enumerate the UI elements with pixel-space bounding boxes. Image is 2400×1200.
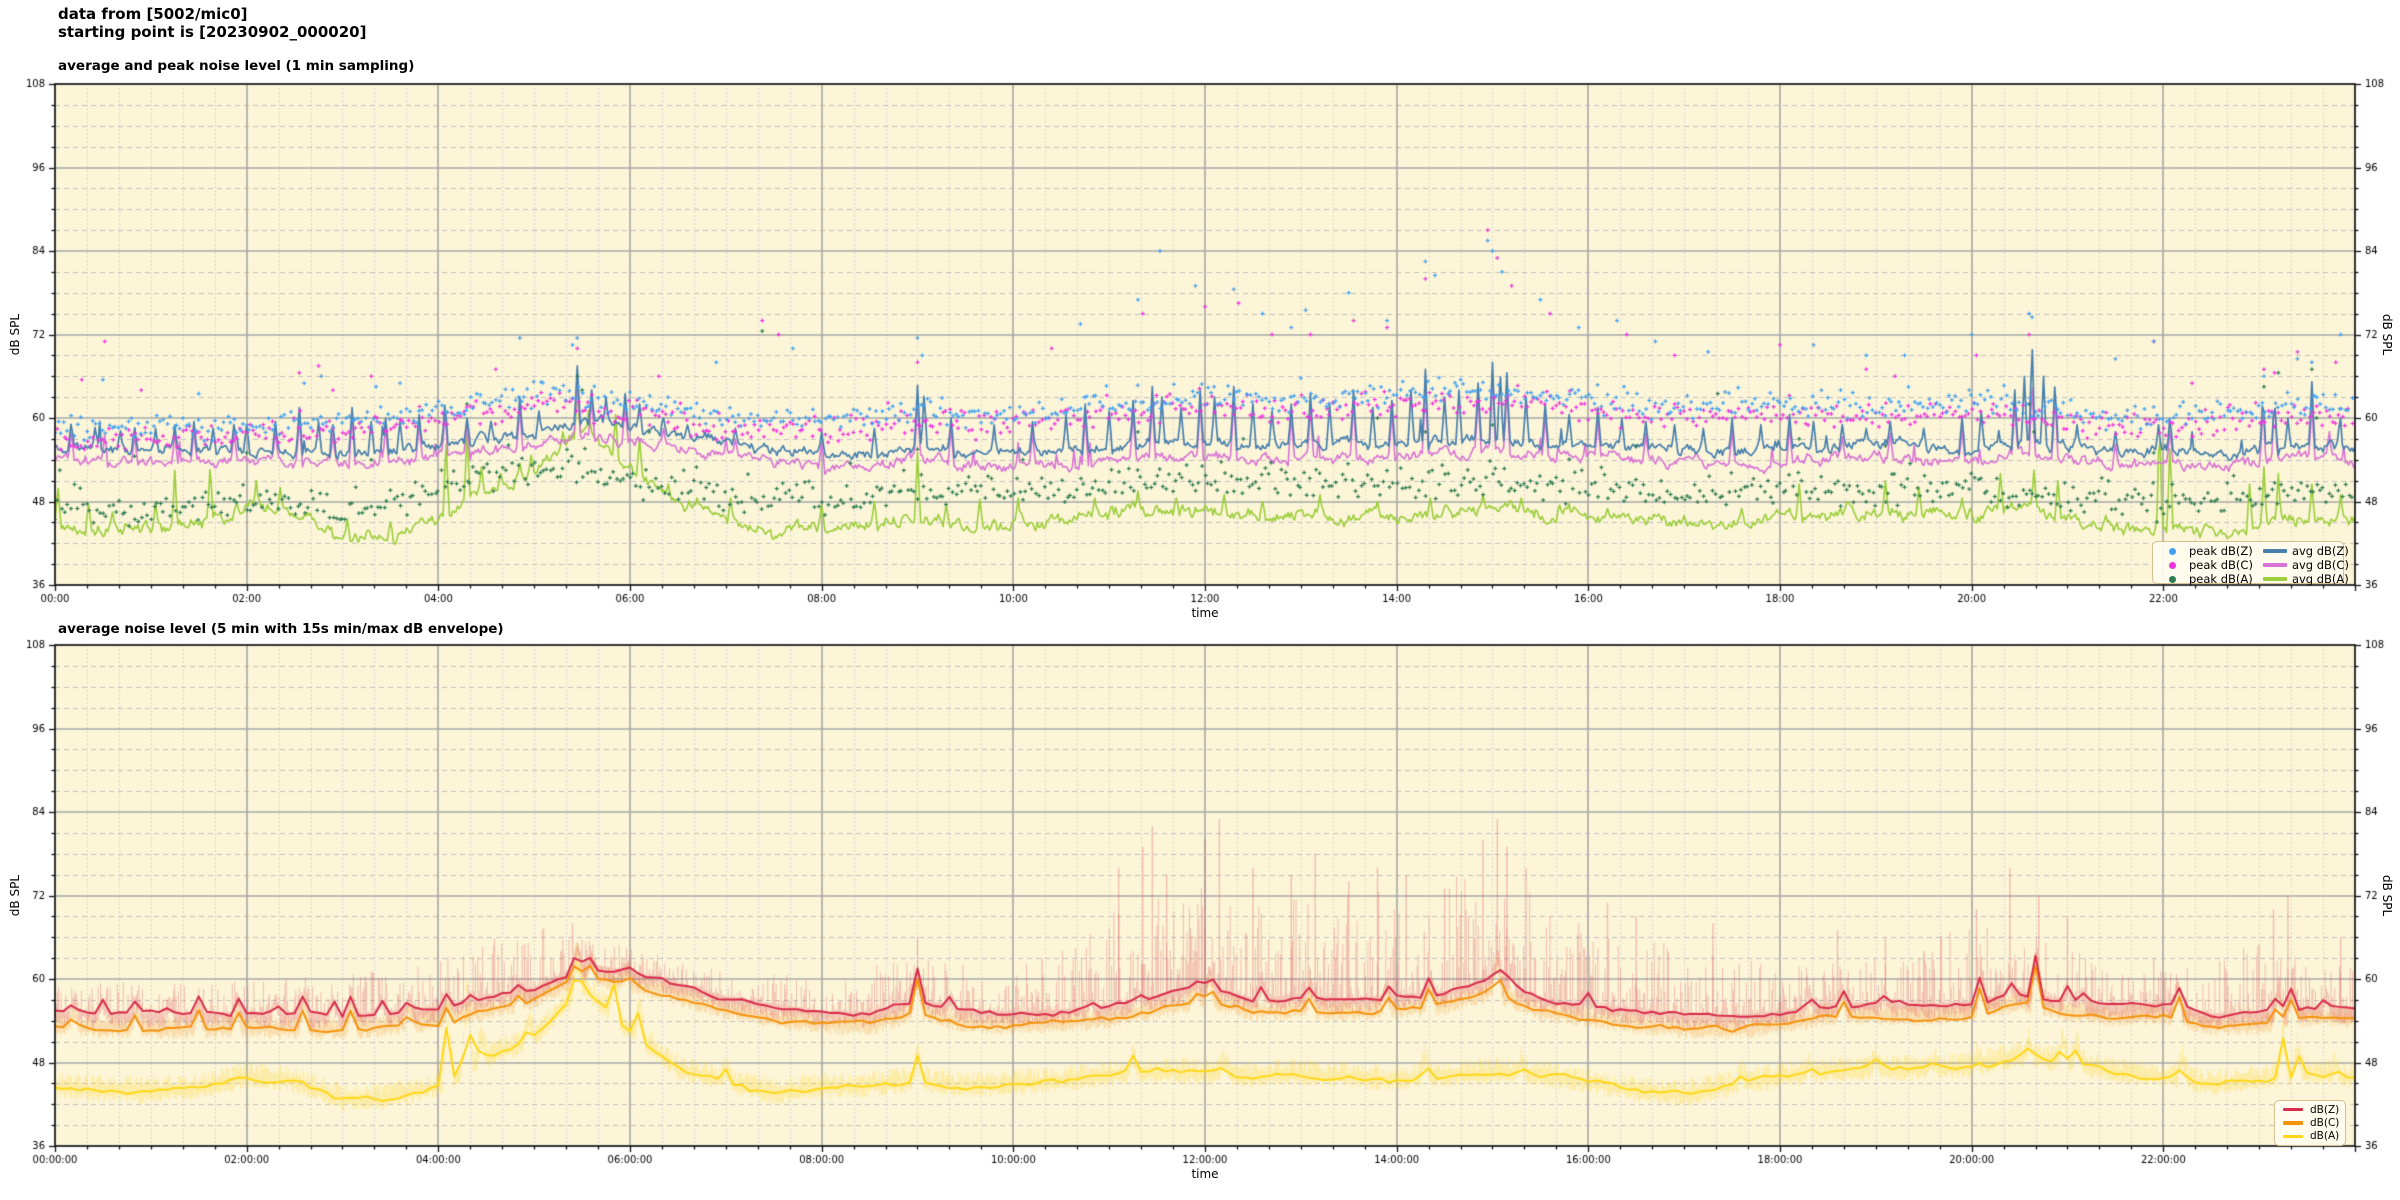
legend-item-peak-dbc: peak dB(C)	[2160, 558, 2253, 572]
chart2-ylabel-right: dB SPL	[2380, 874, 2394, 917]
legend-item-dbz: dB(Z)	[2281, 1103, 2339, 1116]
legend-item-dbc: dB(C)	[2281, 1116, 2339, 1129]
scatter-marker-icon	[2160, 561, 2184, 569]
legend-label: peak dB(A)	[2189, 572, 2253, 586]
legend-item-peak-dbz: peak dB(Z)	[2160, 544, 2253, 558]
legend-label: peak dB(Z)	[2189, 544, 2253, 558]
legend-item-dba: dB(A)	[2281, 1130, 2339, 1143]
line-marker-icon	[2262, 549, 2287, 553]
scatter-marker-icon	[2160, 575, 2184, 583]
chart1-xlabel: time	[1191, 606, 1219, 620]
legend-label: peak dB(C)	[2189, 558, 2253, 572]
legend-label: avg dB(Z)	[2291, 544, 2349, 558]
chart2-title: average noise level (5 min with 15s min/…	[58, 621, 504, 637]
chart1-legend: peak dB(Z) peak dB(C) peak dB(A) avg dB(…	[2152, 541, 2349, 586]
chart2-legend: dB(Z) dB(C) dB(A)	[2274, 1100, 2346, 1146]
line-marker-icon	[2281, 1134, 2305, 1139]
line-marker-icon	[2262, 577, 2287, 581]
chart1-ylabel-left: dB SPL	[8, 313, 22, 356]
legend-label: avg dB(A)	[2291, 572, 2349, 586]
line-marker-icon	[2281, 1107, 2305, 1112]
chart2-xlabel: time	[1191, 1167, 1219, 1181]
legend-item-avg-dba: avg dB(A)	[2262, 572, 2349, 586]
chart1-ylabel-right: dB SPL	[2380, 313, 2394, 356]
chart1-title: average and peak noise level (1 min samp…	[58, 58, 415, 74]
legend-label: dB(C)	[2310, 1116, 2340, 1129]
legend-label: avg dB(C)	[2291, 558, 2349, 572]
suptitle-line1: data from [5002/mic0]	[58, 5, 248, 23]
legend-item-avg-dbc: avg dB(C)	[2262, 558, 2349, 572]
line-marker-icon	[2281, 1121, 2305, 1125]
legend-label: dB(Z)	[2310, 1103, 2340, 1116]
legend-label: dB(A)	[2310, 1130, 2340, 1143]
chart2-ylabel-left: dB SPL	[8, 874, 22, 917]
legend-item-peak-dba: peak dB(A)	[2160, 572, 2253, 586]
line-marker-icon	[2262, 563, 2287, 567]
scatter-marker-icon	[2160, 547, 2184, 555]
legend-item-avg-dbz: avg dB(Z)	[2262, 544, 2349, 558]
suptitle-line2: starting point is [20230902_000020]	[58, 23, 367, 41]
